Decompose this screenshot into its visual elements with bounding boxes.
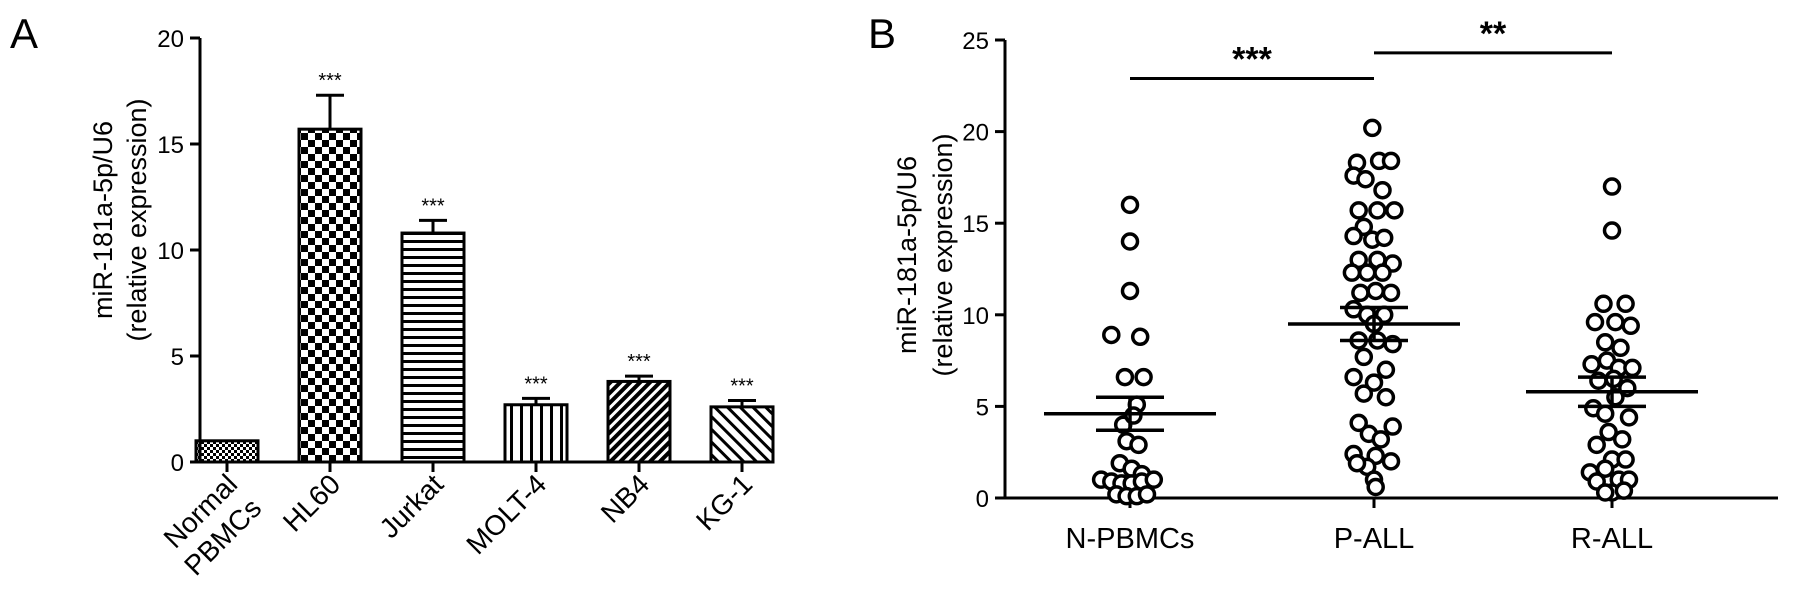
panel-b-data-point — [1612, 430, 1632, 449]
panel-b-data-point — [1616, 450, 1635, 469]
panel-b-data-point — [1373, 180, 1392, 200]
panel-b-data-point — [1357, 263, 1377, 282]
panel-b-data-point — [1383, 417, 1402, 436]
panel-b-data-point — [1585, 312, 1605, 332]
panel-b-data-point — [1349, 201, 1368, 220]
panel-b-data-point — [1342, 263, 1362, 282]
panel-b-data-point — [1594, 294, 1613, 314]
panel-b-data-point — [1366, 281, 1385, 301]
panel-a-x-tick-label: Jurkat — [373, 468, 449, 544]
panel-a-significance-label: *** — [421, 195, 445, 217]
panel-b-data-point — [1371, 430, 1391, 449]
panel-a-y-tick-label: 0 — [171, 450, 184, 477]
panel-a-ylabel-line2: (relative expression) — [122, 98, 152, 341]
panel-b-y-tick-label: 25 — [962, 28, 989, 55]
panel-a-ylabel-line1: miR-181a-5p/U6 — [88, 121, 118, 319]
panel-b-data-point — [1364, 373, 1384, 392]
panel-a-x-tick-label: MOLT-4 — [460, 468, 552, 560]
panel-a-bar — [297, 127, 363, 464]
panel-b-data-point — [1130, 327, 1150, 347]
panel-b-data-point — [1134, 367, 1153, 387]
panel-b-data-point — [1595, 333, 1615, 352]
panel-b-data-point — [1129, 435, 1148, 455]
panel-b-y-tick-label: 15 — [962, 211, 989, 238]
panel-b-y-tick-label: 10 — [962, 303, 989, 330]
panel-a-bar — [503, 403, 569, 464]
panel-a-bar-chart: miR-181a-5p/U6 (relative expression) 0 5 1… — [88, 26, 775, 581]
panel-b-data-point — [1115, 367, 1135, 387]
panel-b-x-tick-label: R-ALL — [1571, 523, 1653, 555]
panel-b-data-point — [1120, 195, 1140, 215]
panel-a-significance-label: *** — [318, 70, 342, 92]
panel-a-significance-label: *** — [730, 376, 754, 398]
panel-b-data-point — [1144, 470, 1164, 489]
panel-a-y-tick-label: 15 — [157, 132, 184, 159]
panel-b-data-point — [1344, 226, 1363, 246]
panel-b-data-point — [1381, 283, 1401, 303]
panel-b-data-point — [1120, 281, 1140, 301]
panel-b-data-point — [1582, 355, 1601, 374]
panel-b-data-point — [1354, 384, 1374, 403]
panel-b-y-tick-label: 0 — [976, 486, 989, 513]
panel-a-bar — [709, 405, 775, 464]
panel-b-data-point — [1587, 435, 1606, 455]
panel-b-data-point — [1354, 347, 1374, 367]
panel-a-letter: A — [10, 10, 38, 57]
panel-b-data-point — [1602, 221, 1622, 240]
panel-b-data-point — [1614, 481, 1634, 500]
panel-b-y-tick-label: 5 — [976, 394, 989, 421]
panel-b-data-point — [1611, 338, 1630, 358]
panel-b-y-tick-label: 20 — [962, 120, 989, 147]
panel-b-data-point — [1356, 169, 1375, 189]
panel-a-significance-label: *** — [524, 373, 548, 395]
panel-b-data-point — [1102, 325, 1121, 345]
panel-b-data-point — [1376, 360, 1396, 380]
panel-b-data-point — [1120, 232, 1140, 251]
panel-a-x-tick-label: NB4 — [595, 468, 655, 528]
panel-b-data-point — [1595, 404, 1615, 423]
panel-b-data-point — [1124, 406, 1143, 425]
panel-b-data-point — [1381, 151, 1401, 171]
panel-b-data-point — [1616, 294, 1635, 314]
panel-a-significance-label: *** — [627, 351, 651, 373]
panel-b-data-point — [1599, 422, 1618, 442]
panel-b-scatter-chart: miR-181a-5p/U6 (relative expression) 0 5 1… — [892, 15, 1778, 555]
panel-a-y-tick-label: 10 — [157, 238, 184, 265]
panel-a-x-tick-label: KG-1 — [690, 468, 758, 536]
panel-b-data-point — [1619, 408, 1639, 427]
panel-a-bar — [606, 379, 672, 464]
panel-a-x-tick-label: HL60 — [277, 468, 346, 537]
panel-a-y-tick-label: 20 — [157, 26, 184, 53]
panel-b-data-point — [1349, 413, 1368, 433]
panel-b-data-point — [1347, 453, 1367, 473]
panel-b-data-point — [1385, 201, 1404, 220]
panel-b-data-point — [1344, 367, 1363, 387]
panel-a-bar — [400, 231, 466, 464]
panel-b-data-point — [1366, 477, 1385, 497]
panel-b-data-point — [1351, 283, 1370, 303]
panel-b-data-point — [1374, 228, 1394, 248]
panel-b-significance-label: *** — [1232, 40, 1272, 78]
panel-b-data-point — [1595, 483, 1615, 502]
panel-b-ylabel-line2: (relative expression) — [928, 133, 958, 376]
panel-b-data-point — [1623, 358, 1642, 378]
panel-b-data-point — [1363, 118, 1382, 138]
panel-b-data-point — [1595, 459, 1615, 478]
panel-a-y-tick-label: 5 — [171, 344, 184, 371]
panel-b-significance-label: ** — [1480, 15, 1507, 53]
panel-b-data-point — [1368, 201, 1387, 220]
panel-b-data-point — [1606, 312, 1625, 332]
panel-b-ylabel-line1: miR-181a-5p/U6 — [892, 156, 922, 354]
panel-b-x-tick-label: P-ALL — [1334, 523, 1415, 555]
panel-b-data-point — [1621, 316, 1640, 336]
panel-b-x-tick-label: N-PBMCs — [1066, 523, 1195, 555]
panel-b-data-point — [1381, 452, 1401, 471]
panel-b-data-point — [1373, 263, 1392, 282]
panel-b-data-point — [1137, 485, 1157, 504]
panel-b-data-point — [1376, 387, 1396, 407]
panel-a-bar — [194, 439, 260, 464]
panel-b-letter: B — [868, 10, 896, 57]
panel-b-data-point — [1602, 177, 1622, 196]
